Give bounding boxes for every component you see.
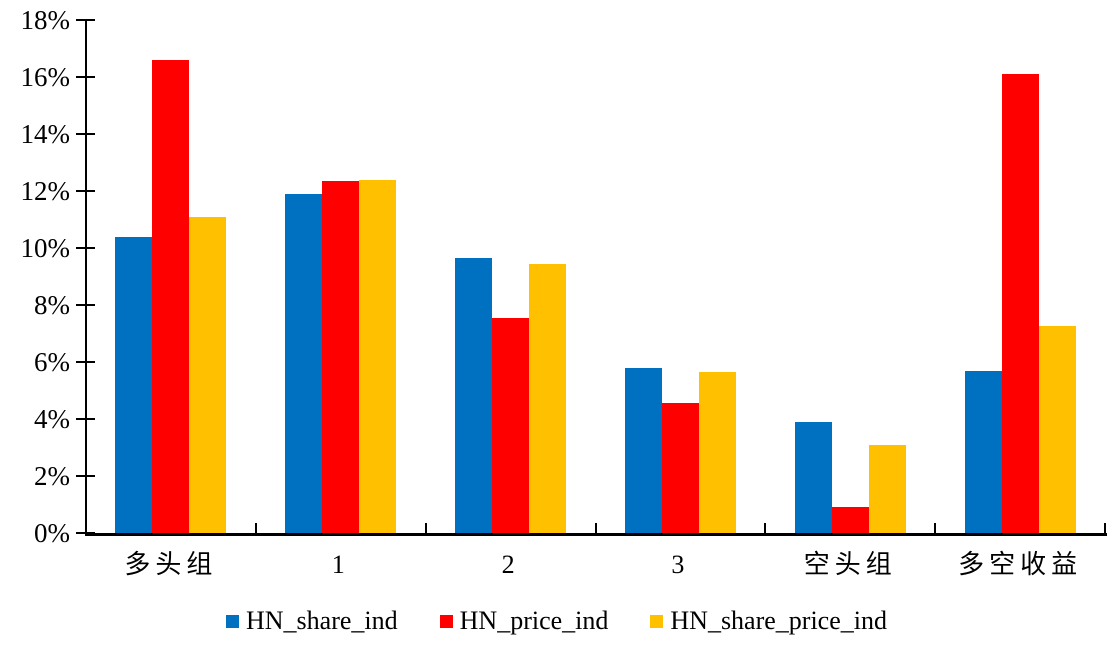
- bar-HN_price_ind: [322, 181, 360, 533]
- legend-item-HN_share_ind: HN_share_ind: [226, 606, 398, 636]
- bar-HN_share_price_ind: [868, 444, 906, 533]
- bar-HN_price_ind: [152, 59, 190, 533]
- legend-label: HN_price_ind: [459, 606, 609, 635]
- bar-HN_share_price_ind: [359, 179, 397, 533]
- x-axis-category-label: 空头组: [803, 550, 897, 579]
- x-axis-tick: [764, 523, 767, 534]
- bar-HN_share_price_ind: [698, 371, 736, 533]
- bar-HN_price_ind: [1001, 74, 1039, 533]
- bar-HN_share_price_ind: [189, 216, 227, 533]
- x-axis-category-label: 3: [671, 550, 690, 579]
- x-axis-category-label: 多头组: [124, 550, 218, 579]
- bar-HN_share_ind: [964, 370, 1002, 533]
- y-axis-tick: [76, 361, 95, 363]
- x-axis-tick: [934, 523, 937, 534]
- y-axis-tick-label: 12%: [20, 176, 71, 206]
- y-axis-tick: [76, 475, 95, 477]
- bar-HN_share_price_ind: [529, 263, 567, 533]
- y-axis-tick-label: 10%: [20, 233, 71, 263]
- y-axis-tick: [76, 304, 95, 306]
- y-axis-tick-label: 2%: [34, 461, 70, 491]
- y-axis-tick: [76, 418, 95, 420]
- legend-label: HN_share_price_ind: [670, 606, 887, 635]
- bar-HN_share_price_ind: [1038, 326, 1076, 533]
- bar-HN_price_ind: [492, 317, 530, 533]
- y-axis-line: [85, 20, 87, 535]
- legend-item-HN_price_ind: HN_price_ind: [439, 606, 609, 636]
- y-axis-tick-label: 6%: [34, 347, 70, 377]
- y-axis-tick: [76, 133, 95, 135]
- legend-swatch-icon: [650, 614, 664, 628]
- bar-HN_share_ind: [115, 236, 153, 533]
- bar-HN_share_ind: [455, 257, 493, 533]
- bar-HN_price_ind: [661, 403, 699, 533]
- y-axis-tick-label: 0%: [34, 518, 70, 548]
- x-axis-category-label: 1: [331, 550, 350, 579]
- legend-swatch-icon: [439, 614, 453, 628]
- y-axis-tick-label: 14%: [20, 119, 71, 149]
- x-axis-tick: [254, 523, 257, 534]
- x-axis-category-label: 多空收益: [958, 550, 1083, 579]
- y-axis-tick-label: 8%: [34, 290, 70, 320]
- bar-HN_price_ind: [831, 507, 869, 533]
- y-axis-tick: [76, 76, 95, 78]
- legend: HN_share_ind HN_price_ind HN_share_price_i…: [0, 606, 1113, 636]
- y-axis-tick-label: 16%: [20, 62, 71, 92]
- x-axis-category-label: 2: [501, 550, 520, 579]
- legend-swatch-icon: [226, 614, 239, 628]
- x-axis-tick: [594, 523, 597, 534]
- bar-HN_share_ind: [285, 193, 323, 533]
- y-axis-tick-label: 18%: [20, 5, 71, 35]
- x-axis-tick: [1104, 523, 1106, 534]
- y-axis-tick: [76, 19, 95, 21]
- y-axis-tick: [76, 247, 95, 249]
- legend-label: HN_share_ind: [246, 606, 398, 635]
- legend-item-HN_share_price_ind: HN_share_price_ind: [650, 606, 887, 636]
- bar-HN_share_ind: [794, 421, 832, 533]
- y-axis-tick: [76, 190, 95, 192]
- x-axis-tick: [424, 523, 427, 534]
- y-axis-tick-label: 4%: [34, 404, 70, 434]
- x-axis-line: [85, 533, 1107, 536]
- x-axis-tick: [85, 523, 87, 534]
- bar-HN_share_ind: [624, 367, 662, 533]
